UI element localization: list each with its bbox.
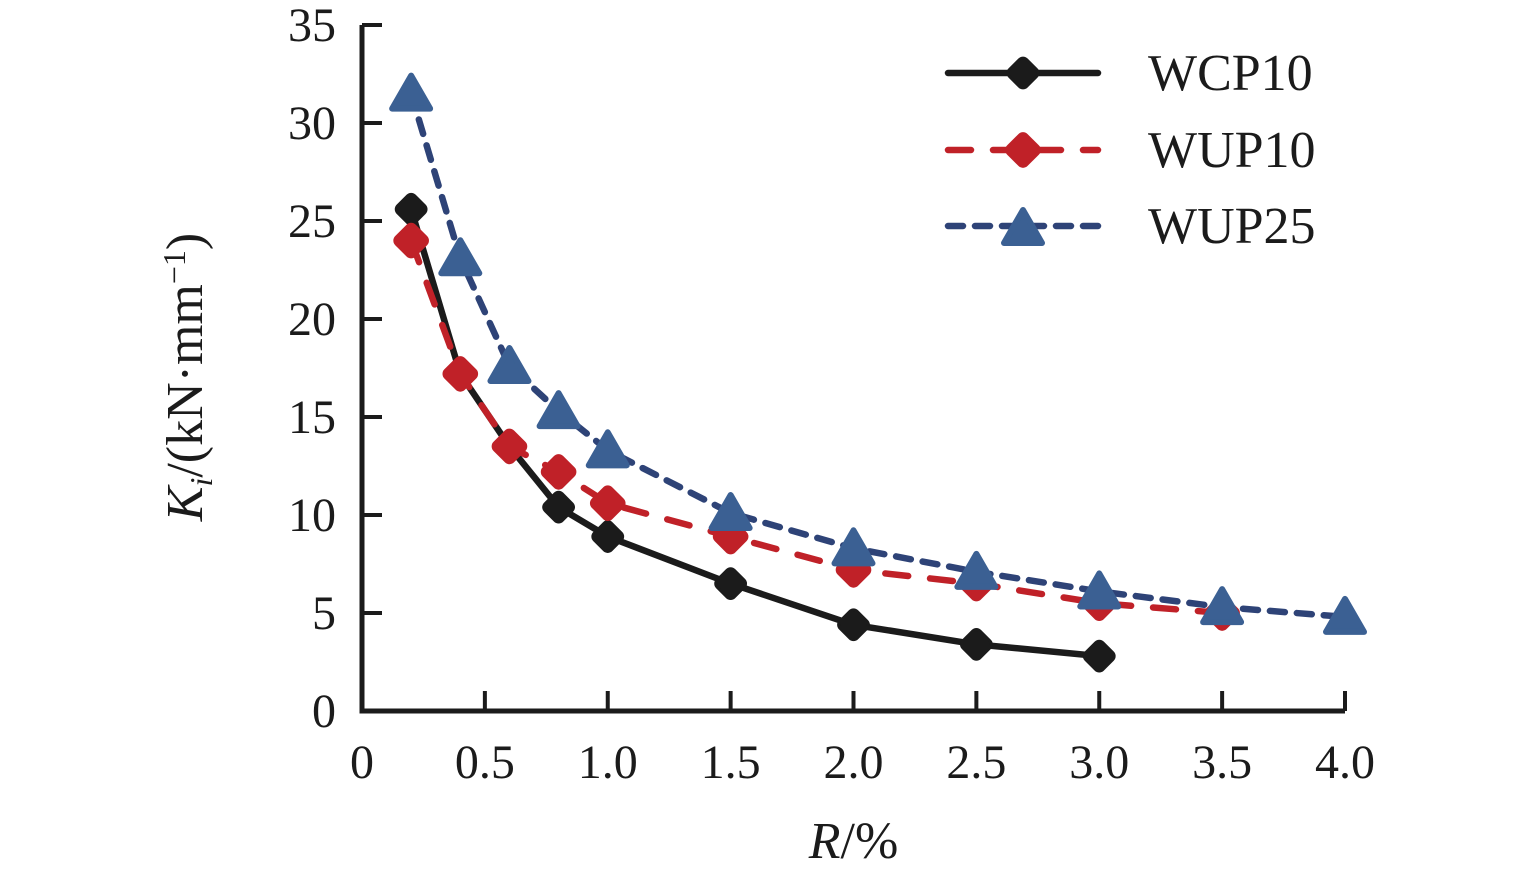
diamond-marker: [589, 485, 626, 522]
diamond-marker: [1005, 132, 1041, 168]
legend-item-WUP25: WUP25: [944, 198, 1316, 255]
triangle-marker: [1077, 570, 1122, 610]
x-tick-label: 0: [350, 736, 374, 789]
triangle-marker: [536, 390, 581, 430]
legend-label: WCP10: [1148, 45, 1313, 102]
series-WCP10: [394, 192, 1116, 673]
x-tick-label: 0.5: [455, 736, 515, 789]
y-tick-label: 0: [312, 685, 336, 738]
triangle-marker: [389, 72, 434, 112]
diamond-marker: [1006, 56, 1040, 90]
triangle-marker: [1001, 207, 1045, 246]
legend-item-WCP10: WCP10: [944, 45, 1313, 102]
diamond-marker: [837, 608, 870, 642]
x-tick-label: 1.5: [701, 736, 761, 789]
legend: WCP10 WUP10 WUP25: [944, 45, 1316, 255]
triangle-marker: [954, 550, 999, 590]
diamond-marker: [1082, 639, 1116, 673]
y-tick-label: 25: [288, 195, 336, 248]
triangle-marker: [708, 492, 753, 532]
x-tick-label: 1.0: [578, 736, 638, 789]
diamond-marker: [491, 428, 528, 465]
triangle-marker: [438, 237, 483, 277]
y-tick-label: 10: [288, 489, 336, 542]
series-line-WUP10: [407, 237, 1226, 617]
triangle-marker: [487, 345, 532, 385]
diamond-marker: [540, 454, 577, 490]
triangle-marker: [831, 527, 876, 567]
diamond-marker: [442, 356, 479, 392]
axes: 0 5 10 15 20 25 30 35 0 0.5 1.0 1.5 2.0 2.5 3.0 3.5 4.0: [288, 0, 1375, 789]
legend-item-WUP10: WUP10: [944, 122, 1316, 179]
series-WUP10: [393, 222, 1240, 631]
x-tick-label: 4.0: [1315, 736, 1375, 789]
legend-label: WUP10: [1148, 122, 1316, 179]
y-tick-label: 35: [288, 0, 336, 52]
diamond-marker: [714, 567, 748, 600]
triangle-marker: [1323, 595, 1367, 635]
y-tick-label: 15: [288, 391, 336, 444]
y-axis-label: Ki/(kN·mm−1): [156, 233, 219, 522]
y-tick-label: 30: [288, 97, 336, 150]
triangle-marker: [585, 429, 630, 469]
diamond-marker: [393, 222, 429, 259]
y-tick-label: 5: [312, 587, 336, 640]
diamond-marker: [394, 192, 428, 226]
x-axis-label: R/%: [808, 813, 899, 870]
legend-label: WUP25: [1148, 198, 1316, 255]
y-tick-label: 20: [288, 293, 336, 346]
diamond-marker: [959, 627, 993, 661]
x-tick-label: 3.0: [1069, 736, 1129, 789]
diamond-marker: [591, 520, 625, 553]
series-WUP25: [389, 72, 1367, 635]
x-tick-label: 3.5: [1192, 736, 1252, 789]
x-tick-label: 2.5: [946, 736, 1006, 789]
triangle-marker: [1200, 586, 1245, 626]
x-tick-label: 2.0: [824, 736, 884, 789]
diamond-marker: [542, 490, 575, 524]
